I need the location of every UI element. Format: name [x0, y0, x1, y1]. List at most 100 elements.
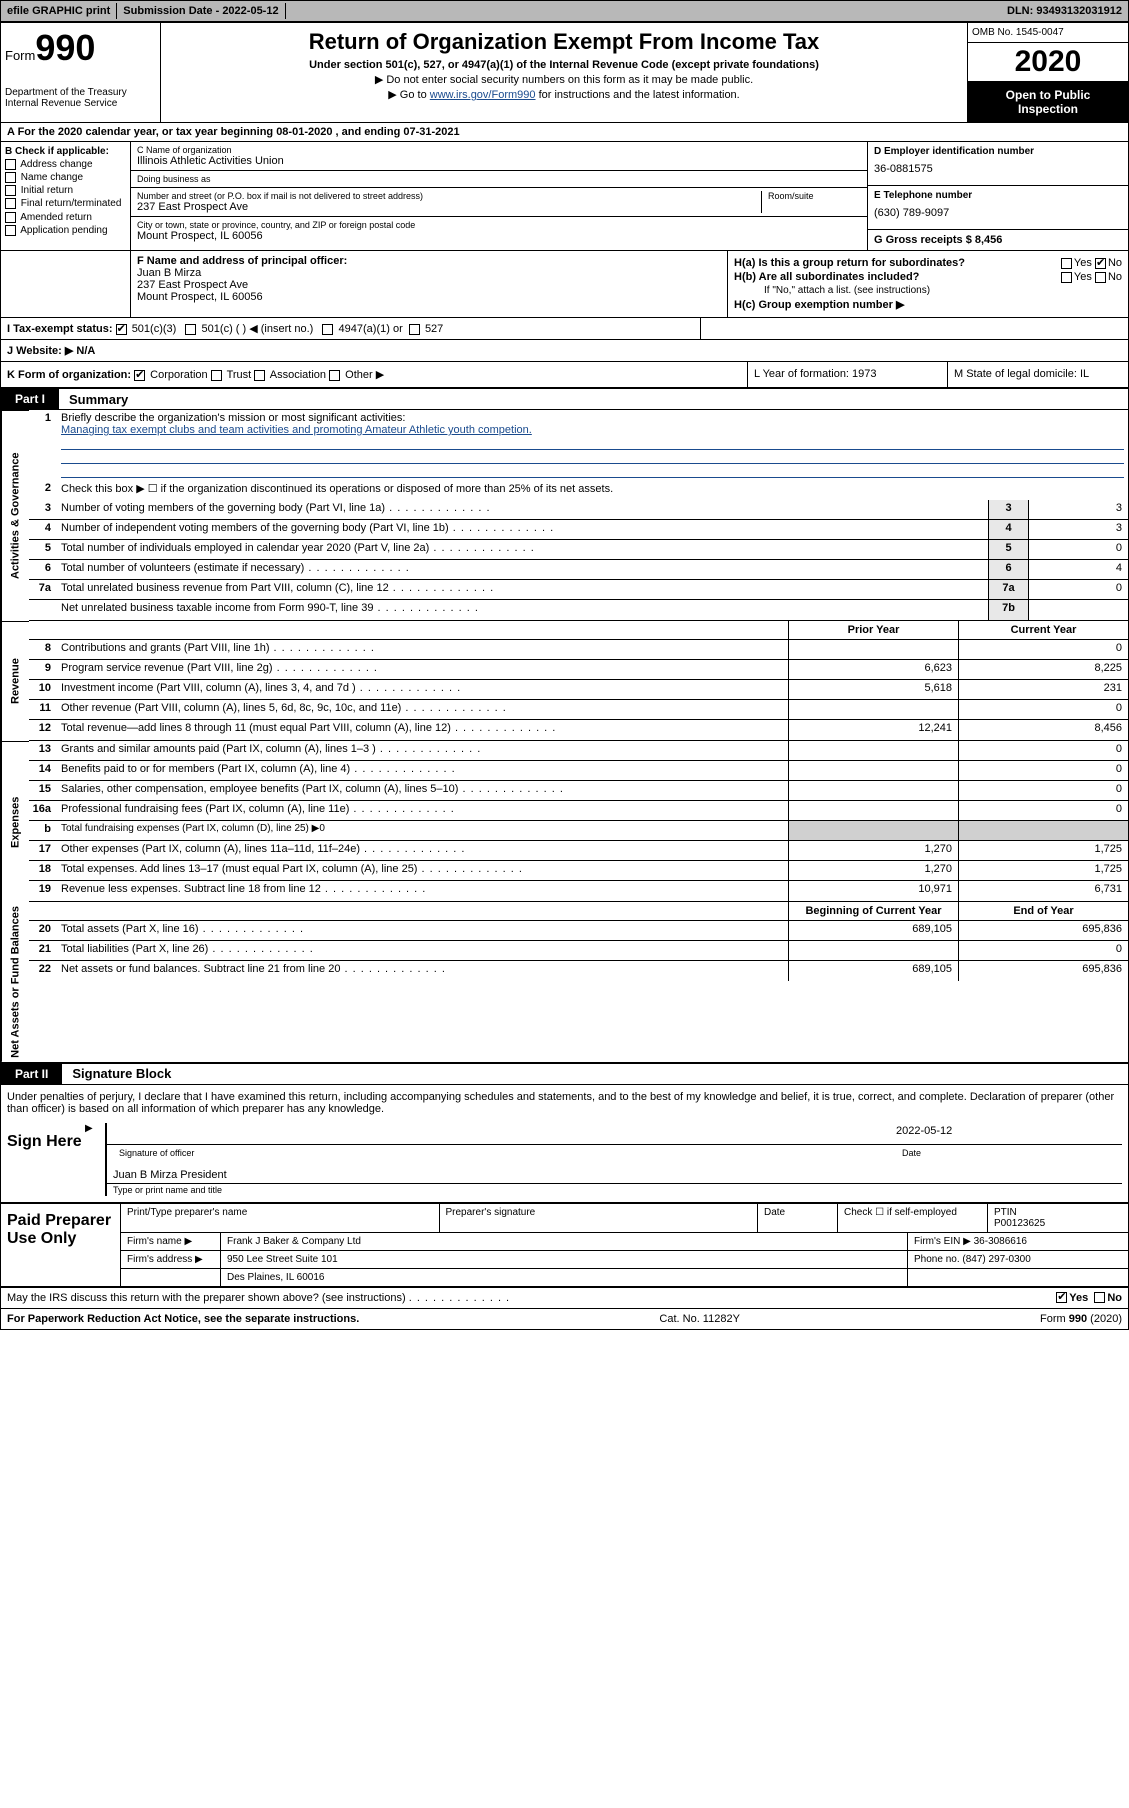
- fin-row: 15Salaries, other compensation, employee…: [29, 781, 1128, 801]
- fin-row-text: Total fundraising expenses (Part IX, col…: [57, 821, 788, 840]
- discuss-text: May the IRS discuss this return with the…: [7, 1292, 406, 1304]
- sig-date-value: 2022-05-12: [896, 1125, 1116, 1142]
- section-d-e-g: D Employer identification number 36-0881…: [868, 142, 1128, 250]
- cat-no: Cat. No. 11282Y: [659, 1313, 740, 1325]
- fin-row-text: Professional fundraising fees (Part IX, …: [57, 801, 788, 820]
- fin-row: 10Investment income (Part VIII, column (…: [29, 680, 1128, 700]
- chk-ha-no[interactable]: [1095, 258, 1106, 269]
- current-year-value: 0: [958, 700, 1128, 719]
- governance-section: 1 Briefly describe the organization's mi…: [29, 410, 1128, 621]
- chk-527[interactable]: [409, 324, 420, 335]
- chk-amended-return[interactable]: [5, 212, 16, 223]
- prior-year-value: [788, 821, 958, 840]
- vlabel-governance: Activities & Governance: [1, 410, 29, 621]
- fin-row-text: Other expenses (Part IX, column (A), lin…: [57, 841, 788, 860]
- current-year-value: 1,725: [958, 861, 1128, 880]
- chk-name-change[interactable]: [5, 172, 16, 183]
- fin-row-text: Investment income (Part VIII, column (A)…: [57, 680, 788, 699]
- year-formation: L Year of formation: 1973: [748, 362, 948, 387]
- chk-final-return[interactable]: [5, 198, 16, 209]
- fin-row-text: Revenue less expenses. Subtract line 18 …: [57, 881, 788, 901]
- room-suite-label: Room/suite: [768, 191, 861, 201]
- section-b-checkboxes: B Check if applicable: Address change Na…: [1, 142, 131, 250]
- header-right-col: OMB No. 1545-0047 2020 Open to PublicIns…: [968, 23, 1128, 122]
- chk-application-pending[interactable]: [5, 225, 16, 236]
- current-year-value: 0: [958, 761, 1128, 780]
- current-year-value: 0: [958, 741, 1128, 760]
- chk-hb-no[interactable]: [1095, 272, 1106, 283]
- chk-address-change[interactable]: [5, 159, 16, 170]
- row-i: I Tax-exempt status: 501(c)(3) 501(c) ( …: [1, 318, 1128, 340]
- ptin-value: P00123625: [994, 1218, 1045, 1229]
- netassets-section: Beginning of Current Year End of Year 20…: [29, 902, 1128, 1062]
- row-a-tax-year: A For the 2020 calendar year, or tax yea…: [1, 123, 1128, 142]
- q3-text: Number of voting members of the governin…: [57, 500, 988, 519]
- form990-link[interactable]: www.irs.gov/Form990: [430, 89, 536, 101]
- current-year-value: 8,225: [958, 660, 1128, 679]
- chk-corporation[interactable]: [134, 370, 145, 381]
- city-state-zip: Mount Prospect, IL 60056: [137, 230, 861, 242]
- firm-name-label: Firm's name ▶: [121, 1233, 221, 1250]
- fin-row: bTotal fundraising expenses (Part IX, co…: [29, 821, 1128, 841]
- chk-discuss-yes[interactable]: [1056, 1292, 1067, 1303]
- current-year-hdr: Current Year: [958, 621, 1128, 639]
- form-version: Form 990 (2020): [1040, 1313, 1122, 1325]
- current-year-value: 0: [958, 640, 1128, 659]
- q7b-value: [1028, 600, 1128, 620]
- irs-label: Internal Revenue Service: [5, 98, 156, 109]
- mission-text: Managing tax exempt clubs and team activ…: [61, 424, 532, 436]
- end-year-hdr: End of Year: [958, 902, 1128, 920]
- chk-association[interactable]: [254, 370, 265, 381]
- fin-row: 9Program service revenue (Part VIII, lin…: [29, 660, 1128, 680]
- dept-treasury: Department of the Treasury: [5, 87, 156, 98]
- paid-preparer-label: Paid Preparer Use Only: [1, 1204, 121, 1286]
- prior-year-value: [788, 761, 958, 780]
- prior-year-value: [788, 781, 958, 800]
- q6-text: Total number of volunteers (estimate if …: [57, 560, 988, 579]
- q2-text: Check this box ▶ ☐ if the organization d…: [57, 480, 1128, 500]
- section-c: C Name of organization Illinois Athletic…: [131, 142, 868, 250]
- fin-row-text: Net assets or fund balances. Subtract li…: [57, 961, 788, 981]
- fin-row: 11Other revenue (Part VIII, column (A), …: [29, 700, 1128, 720]
- fin-row: 19Revenue less expenses. Subtract line 1…: [29, 881, 1128, 901]
- sig-date-label: Date: [896, 1147, 1116, 1165]
- sig-officer-label: Signature of officer: [113, 1147, 896, 1165]
- prep-date-label: Date: [758, 1204, 838, 1232]
- form-header: Form990 Department of the Treasury Inter…: [1, 23, 1128, 123]
- chk-discuss-no[interactable]: [1094, 1292, 1105, 1303]
- officer-addr2: Mount Prospect, IL 60056: [137, 291, 721, 303]
- dba-label: Doing business as: [137, 174, 861, 184]
- prior-year-value: 689,105: [788, 961, 958, 981]
- prior-year-value: 12,241: [788, 720, 958, 740]
- vlabel-revenue: Revenue: [1, 621, 29, 741]
- firm-addr-label: Firm's address ▶: [121, 1251, 221, 1268]
- ein-value: 36-0881575: [874, 157, 1122, 181]
- submission-date: Submission Date - 2022-05-12: [117, 3, 285, 19]
- prior-year-value: 5,618: [788, 680, 958, 699]
- street-address: 237 East Prospect Ave: [137, 201, 761, 213]
- current-year-value: 0: [958, 801, 1128, 820]
- current-year-value: 695,836: [958, 961, 1128, 981]
- tax-year: 2020: [968, 43, 1128, 82]
- hb-note: If "No," attach a list. (see instruction…: [734, 285, 1122, 296]
- row-k-l-m: K Form of organization: Corporation Trus…: [1, 362, 1128, 389]
- paid-preparer-block: Paid Preparer Use Only Print/Type prepar…: [1, 1204, 1128, 1288]
- q4-value: 3: [1028, 520, 1128, 539]
- chk-4947[interactable]: [322, 324, 333, 335]
- prior-year-value: 6,623: [788, 660, 958, 679]
- chk-initial-return[interactable]: [5, 185, 16, 196]
- chk-ha-yes[interactable]: [1061, 258, 1072, 269]
- prior-year-value: 689,105: [788, 921, 958, 940]
- telephone-label: E Telephone number: [874, 190, 1122, 201]
- fin-row: 13Grants and similar amounts paid (Part …: [29, 741, 1128, 761]
- chk-trust[interactable]: [211, 370, 222, 381]
- chk-other[interactable]: [329, 370, 340, 381]
- chk-501c[interactable]: [185, 324, 196, 335]
- chk-501c3[interactable]: [116, 324, 127, 335]
- discuss-row: May the IRS discuss this return with the…: [1, 1288, 1128, 1309]
- current-year-value: 8,456: [958, 720, 1128, 740]
- instruction-2: ▶ Go to www.irs.gov/Form990 for instruct…: [167, 88, 961, 101]
- fin-row-text: Program service revenue (Part VIII, line…: [57, 660, 788, 679]
- chk-hb-yes[interactable]: [1061, 272, 1072, 283]
- vlabel-expenses: Expenses: [1, 741, 29, 902]
